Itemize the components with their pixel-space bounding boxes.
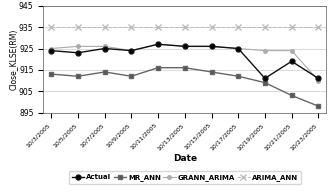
GRANN_ARIMA (49, 47, 53, 50)
ARIMA_ANN (316, 26, 320, 28)
MR_ANN (236, 75, 240, 77)
ARIMA_ANN (130, 26, 134, 28)
Line: Actual: Actual (49, 42, 321, 81)
GRANN_ARIMA (236, 47, 240, 50)
ARIMA_ANN (103, 26, 107, 28)
MR_ANN (263, 81, 267, 84)
GRANN_ARIMA (76, 45, 80, 48)
Actual (156, 43, 160, 45)
GRANN_ARIMA (103, 45, 107, 48)
Actual (183, 45, 187, 48)
GRANN_ARIMA (156, 43, 160, 45)
GRANN_ARIMA (290, 49, 294, 52)
Actual (103, 47, 107, 50)
ARIMA_ANN (76, 26, 80, 28)
MR_ANN (209, 71, 213, 73)
X-axis label: Date: Date (173, 154, 197, 163)
MR_ANN (183, 67, 187, 69)
MR_ANN (49, 73, 53, 75)
ARIMA_ANN (156, 26, 160, 28)
GRANN_ARIMA (316, 79, 320, 82)
GRANN_ARIMA (209, 45, 213, 48)
Actual (130, 49, 134, 52)
Actual (49, 49, 53, 52)
Actual (236, 47, 240, 50)
GRANN_ARIMA (183, 45, 187, 48)
MR_ANN (290, 94, 294, 97)
GRANN_ARIMA (130, 49, 134, 52)
MR_ANN (316, 105, 320, 107)
ARIMA_ANN (236, 26, 240, 28)
Actual (209, 45, 213, 48)
Line: ARIMA_ANN: ARIMA_ANN (49, 24, 321, 30)
ARIMA_ANN (183, 26, 187, 28)
GRANN_ARIMA (263, 49, 267, 52)
Y-axis label: Close_KLSE(RM): Close_KLSE(RM) (9, 29, 18, 90)
ARIMA_ANN (209, 26, 213, 28)
Actual (290, 60, 294, 62)
Actual (263, 77, 267, 80)
Legend: Actual, MR_ANN, GRANN_ARIMA, ARIMA_ANN: Actual, MR_ANN, GRANN_ARIMA, ARIMA_ANN (69, 171, 301, 184)
ARIMA_ANN (290, 26, 294, 28)
Actual (316, 77, 320, 80)
MR_ANN (103, 71, 107, 73)
MR_ANN (130, 75, 134, 77)
Line: MR_ANN: MR_ANN (49, 65, 321, 109)
MR_ANN (76, 75, 80, 77)
Actual (76, 52, 80, 54)
Line: GRANN_ARIMA: GRANN_ARIMA (50, 42, 320, 82)
ARIMA_ANN (49, 26, 53, 28)
MR_ANN (156, 67, 160, 69)
ARIMA_ANN (263, 26, 267, 28)
